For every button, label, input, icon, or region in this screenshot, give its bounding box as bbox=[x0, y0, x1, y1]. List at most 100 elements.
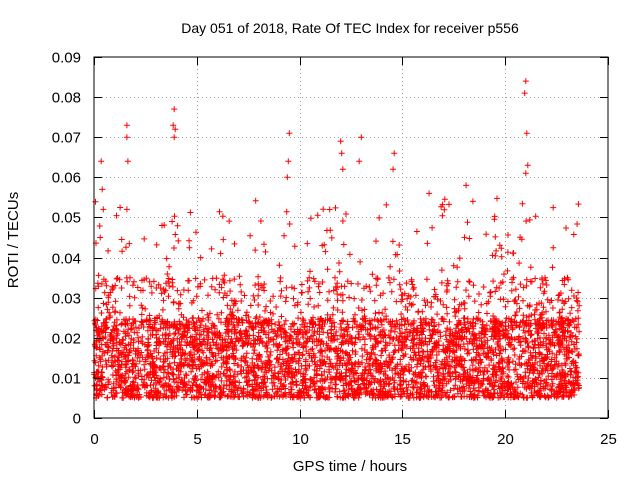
data-point bbox=[318, 348, 325, 355]
data-point bbox=[340, 394, 347, 401]
data-point bbox=[455, 360, 462, 367]
data-point bbox=[390, 384, 397, 390]
data-point bbox=[286, 130, 293, 137]
data-point bbox=[517, 390, 524, 397]
data-point bbox=[358, 297, 365, 303]
data-point bbox=[384, 342, 391, 349]
data-point bbox=[504, 298, 511, 305]
data-point bbox=[332, 376, 339, 383]
data-point bbox=[197, 280, 204, 287]
data-point bbox=[191, 351, 198, 358]
data-point bbox=[392, 371, 399, 377]
data-point bbox=[215, 374, 222, 381]
data-point bbox=[382, 376, 389, 383]
data-point bbox=[358, 345, 365, 352]
data-point bbox=[428, 368, 434, 375]
data-point bbox=[182, 388, 189, 394]
data-point bbox=[159, 316, 166, 323]
x-tick-label: 10 bbox=[292, 431, 309, 448]
data-point bbox=[324, 317, 331, 324]
data-point bbox=[562, 362, 569, 368]
data-point bbox=[303, 329, 310, 336]
data-point bbox=[463, 393, 470, 400]
data-point bbox=[475, 368, 482, 375]
data-point bbox=[161, 222, 168, 229]
data-point bbox=[389, 238, 396, 245]
data-point bbox=[361, 341, 368, 348]
data-point bbox=[216, 394, 223, 401]
data-point bbox=[435, 321, 442, 328]
data-point bbox=[366, 362, 373, 369]
data-point bbox=[223, 358, 230, 365]
data-point bbox=[519, 200, 526, 207]
data-point bbox=[164, 349, 171, 356]
data-point bbox=[156, 339, 163, 345]
data-point bbox=[490, 351, 497, 358]
data-point bbox=[571, 324, 578, 331]
data-point bbox=[563, 346, 570, 353]
data-point bbox=[543, 335, 550, 342]
data-point bbox=[338, 150, 345, 157]
data-point bbox=[256, 351, 263, 358]
data-point bbox=[232, 378, 239, 385]
data-point bbox=[389, 394, 396, 401]
data-point bbox=[251, 364, 258, 371]
data-point bbox=[209, 275, 216, 282]
data-point bbox=[416, 371, 423, 378]
data-point bbox=[434, 296, 441, 303]
data-point bbox=[106, 379, 113, 385]
data-point bbox=[474, 372, 481, 379]
data-point bbox=[123, 244, 129, 251]
data-point bbox=[244, 382, 251, 389]
data-point bbox=[431, 286, 438, 293]
data-point bbox=[333, 286, 340, 293]
data-point bbox=[100, 327, 107, 334]
data-point bbox=[174, 335, 181, 342]
data-point bbox=[174, 287, 181, 294]
data-point bbox=[493, 247, 500, 254]
data-point bbox=[558, 315, 565, 322]
data-point bbox=[160, 286, 167, 293]
data-point bbox=[572, 362, 579, 369]
data-point bbox=[291, 372, 298, 378]
data-point bbox=[457, 388, 464, 395]
data-point bbox=[241, 292, 248, 299]
data-point bbox=[438, 361, 445, 368]
data-point bbox=[244, 362, 251, 369]
data-point bbox=[418, 385, 425, 392]
data-point bbox=[498, 253, 505, 260]
data-point bbox=[237, 281, 244, 288]
data-point bbox=[219, 337, 226, 344]
data-point bbox=[382, 339, 389, 346]
data-point bbox=[355, 394, 362, 401]
data-point bbox=[205, 317, 212, 323]
data-point bbox=[153, 355, 160, 361]
data-point bbox=[399, 385, 406, 392]
data-point bbox=[470, 385, 477, 392]
data-point bbox=[220, 236, 227, 243]
data-point bbox=[479, 321, 486, 328]
data-point bbox=[476, 335, 483, 342]
data-point bbox=[395, 347, 402, 354]
data-point bbox=[250, 337, 257, 344]
data-point bbox=[112, 358, 119, 365]
data-point bbox=[164, 271, 171, 277]
data-point bbox=[539, 280, 546, 287]
data-point bbox=[113, 335, 120, 342]
data-point bbox=[396, 242, 403, 248]
data-point bbox=[156, 312, 163, 319]
data-point bbox=[404, 387, 411, 393]
data-point bbox=[175, 326, 182, 333]
data-point bbox=[170, 376, 177, 383]
data-point bbox=[561, 372, 568, 379]
data-point bbox=[196, 356, 203, 363]
data-point bbox=[319, 353, 326, 359]
data-point bbox=[349, 324, 356, 331]
data-point bbox=[455, 341, 462, 348]
data-point bbox=[147, 389, 154, 396]
data-point bbox=[142, 358, 149, 365]
data-point bbox=[439, 315, 446, 322]
data-point bbox=[512, 312, 519, 319]
data-point bbox=[299, 315, 306, 322]
data-point bbox=[174, 222, 181, 229]
